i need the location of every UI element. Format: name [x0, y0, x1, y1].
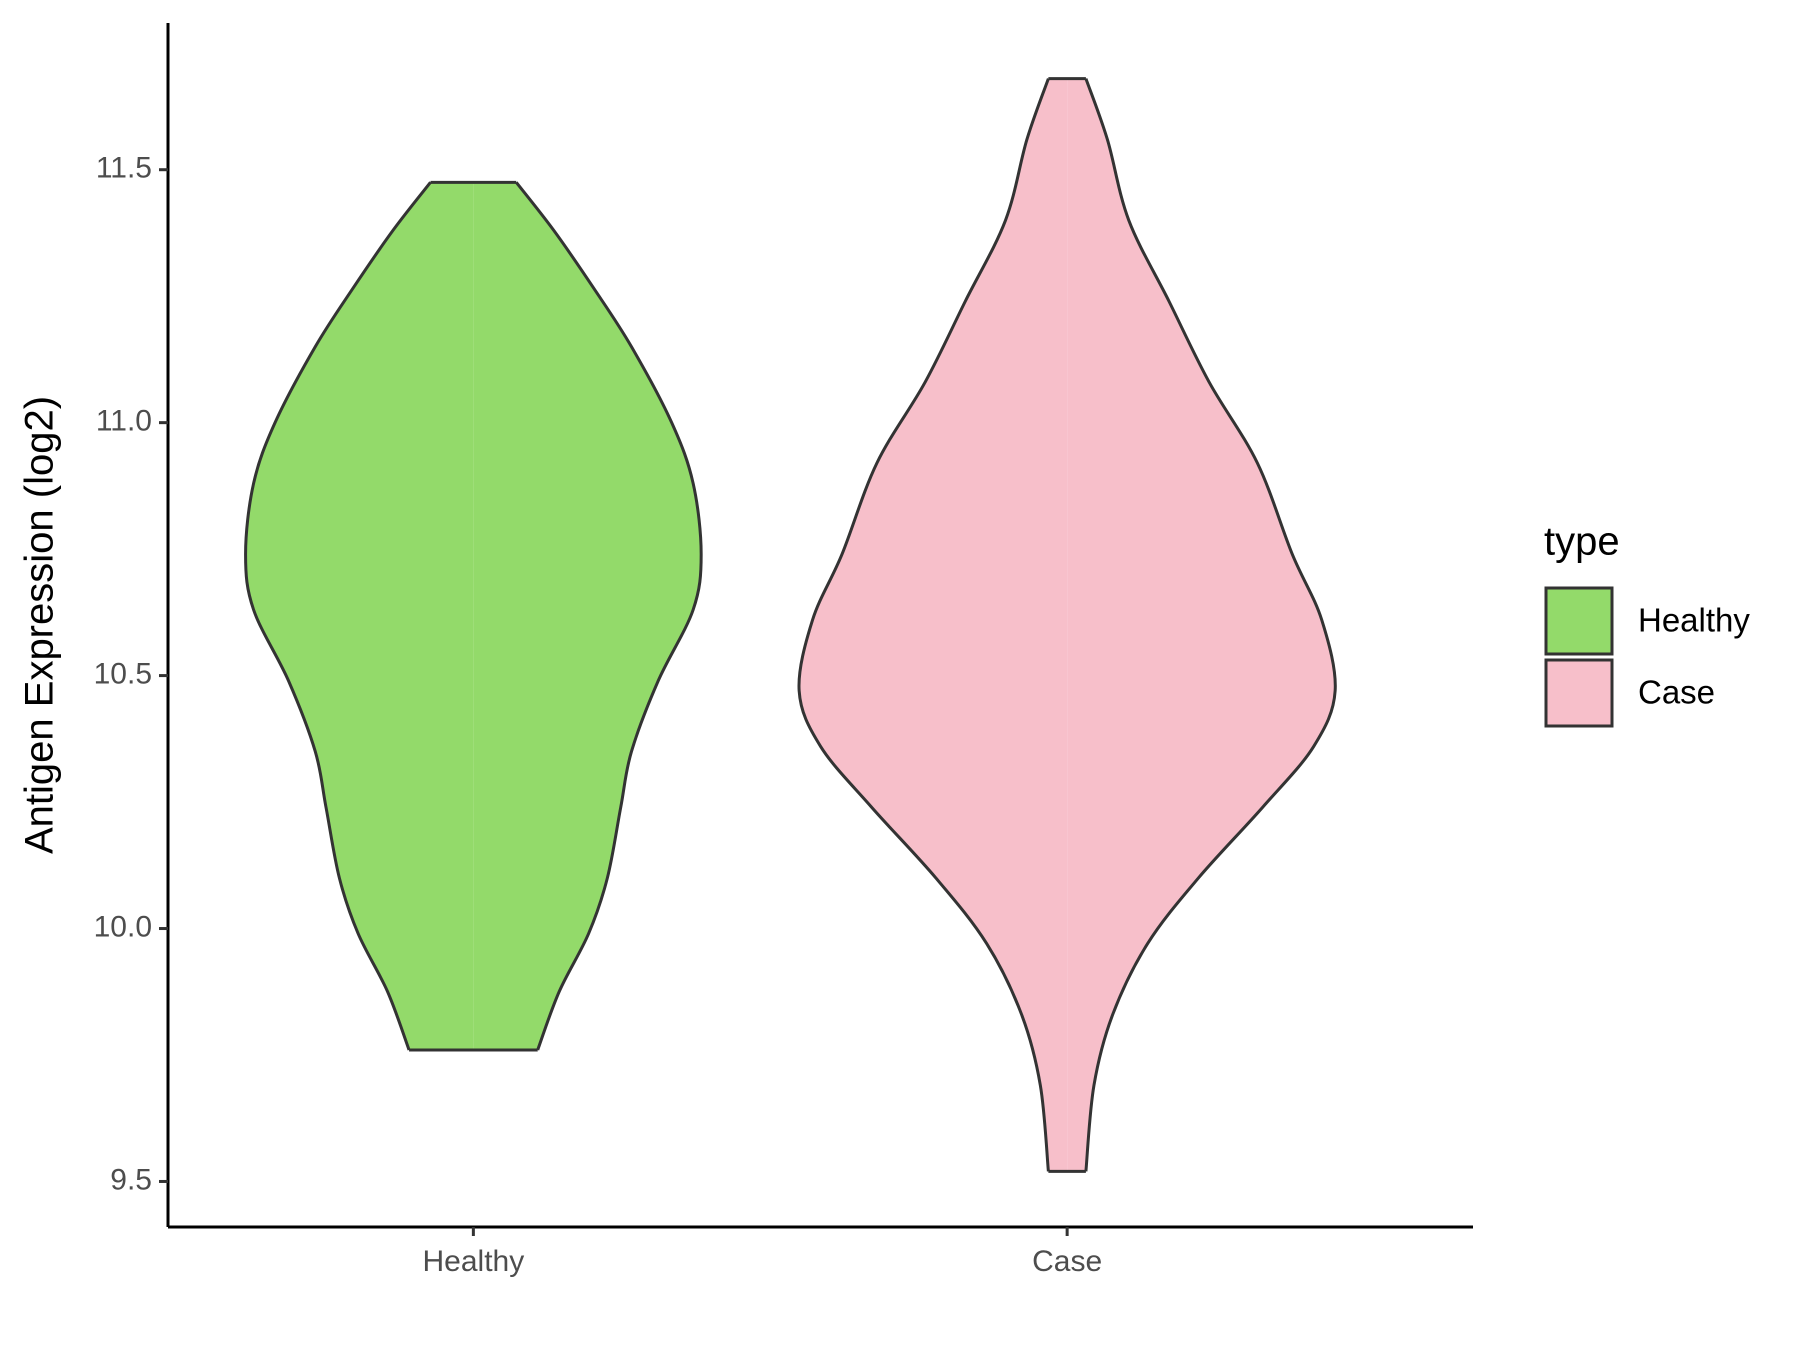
- legend-label: Case: [1638, 674, 1715, 711]
- legend-key: [1544, 658, 1614, 728]
- y-tick-label: 10.5: [94, 658, 152, 691]
- y-tick-label: 9.5: [110, 1163, 152, 1196]
- violin-left-edge: [797, 78, 1050, 1172]
- legend-key: [1544, 586, 1614, 656]
- legend-title: type: [1544, 520, 1620, 564]
- legend-label: Healthy: [1638, 602, 1750, 639]
- x-tick-label: Case: [1032, 1245, 1102, 1278]
- y-axis-title: Antigen Expression (log2): [18, 396, 62, 854]
- y-tick-label: 10.0: [94, 910, 152, 943]
- violin-fill: [245, 182, 474, 1050]
- violin-fill: [798, 78, 1068, 1172]
- violin-fill: [473, 182, 702, 1050]
- y-tick-label: 11.5: [96, 152, 152, 185]
- violin-right-edge: [1084, 78, 1337, 1172]
- violin-left-edge: [244, 181, 432, 1051]
- y-tick-label: 11.0: [96, 405, 152, 438]
- violin-fill: [1067, 78, 1336, 1172]
- x-tick-label: Healthy: [423, 1245, 525, 1278]
- violin-right-edge: [515, 181, 703, 1051]
